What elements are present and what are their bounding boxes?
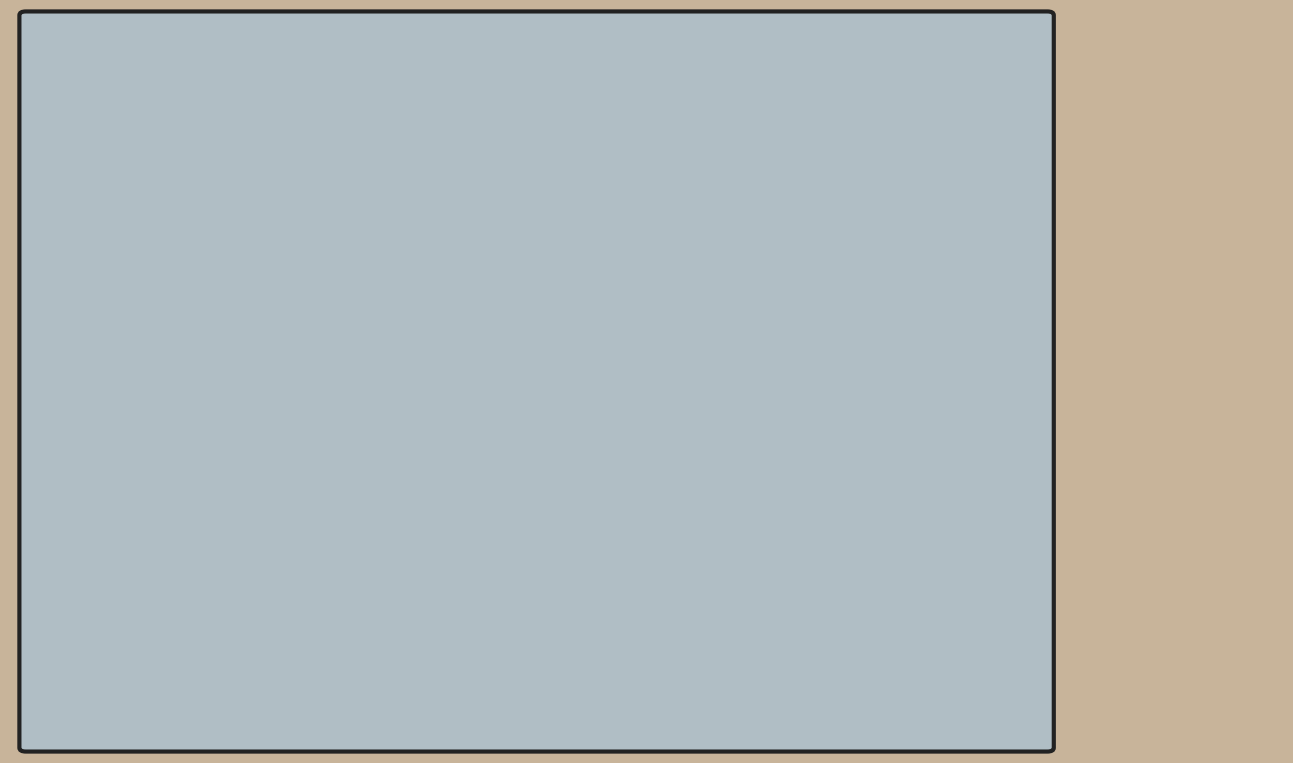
Text: given, evaluate the following summations. 3pts each: given, evaluate the following summations… (52, 116, 923, 143)
Text: X₃ = 5: X₃ = 5 (603, 278, 689, 302)
Text: ΣX: ΣX (160, 424, 215, 461)
Text: X₂ = 2: X₂ = 2 (347, 255, 432, 279)
Text: ΣY: ΣY (160, 493, 213, 530)
FancyBboxPatch shape (115, 475, 295, 548)
Text: X₄ = 1: X₄ = 1 (859, 301, 945, 325)
FancyBboxPatch shape (115, 406, 295, 479)
FancyBboxPatch shape (693, 475, 910, 548)
Text: Σ(X + Y): Σ(X + Y) (737, 562, 910, 598)
Text: ΣXY: ΣXY (737, 493, 818, 530)
Text: 9: 9 (653, 570, 667, 590)
Text: 6: 6 (76, 433, 91, 452)
Text: 7: 7 (76, 501, 91, 521)
Text: Y₃ = 0: Y₃ = 0 (603, 331, 688, 356)
Text: 8: 8 (653, 501, 667, 521)
Text: Y₁ = 2: Y₁ = 2 (89, 285, 175, 310)
Text: Y₂ = 1: Y₂ = 1 (347, 308, 432, 333)
Text: X₁ = 4: X₁ = 4 (89, 232, 176, 256)
Text: II. For numbers 6-9, the values of the variables X and Y are: II. For numbers 6-9, the values of the v… (52, 55, 1024, 82)
Text: Y₄ = 2: Y₄ = 2 (859, 354, 944, 378)
